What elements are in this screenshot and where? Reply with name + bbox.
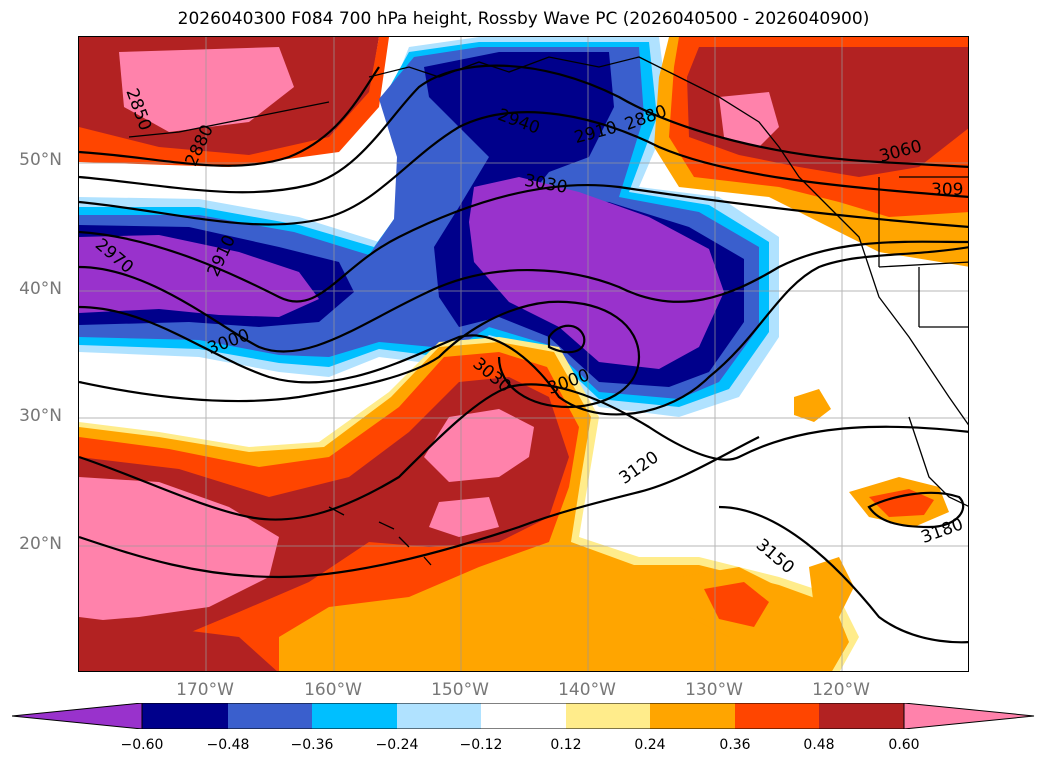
lon-label-150w: 150°W <box>431 680 489 700</box>
height-contours <box>79 64 968 644</box>
lon-label-160w: 160°W <box>304 680 362 700</box>
colorbar-bin <box>228 703 312 729</box>
neg-anom-060-east <box>469 177 724 369</box>
colorbar-bin <box>312 703 397 729</box>
colorbar <box>12 703 1035 729</box>
lon-label-130w: 130°W <box>685 680 743 700</box>
colorbar-tick: 0.48 <box>803 737 835 753</box>
colorbar-bin <box>481 703 566 729</box>
contour-label: 309 <box>931 180 963 200</box>
coastlines <box>128 56 968 566</box>
colorbar-tick: 0.24 <box>634 737 666 753</box>
colorbar-tick: −0.24 <box>375 737 419 753</box>
colorbar-tick: 0.36 <box>719 737 751 753</box>
pos-anom-baja-patch <box>794 389 831 422</box>
colorbar-extend-high <box>903 703 1035 729</box>
colorbar-bin <box>735 703 819 729</box>
neg-anom-060-west <box>79 235 319 317</box>
lat-label-30n: 30°N <box>19 406 62 426</box>
lat-label-50n: 50°N <box>19 150 62 170</box>
colorbar-tick: −0.48 <box>206 737 250 753</box>
pos-anom-sw-strip <box>79 617 277 671</box>
colorbar-tick: 0.60 <box>888 737 920 753</box>
map-title: 2026040300 F084 700 hPa height, Rossby W… <box>177 9 870 29</box>
pos-anom-se-patch-c <box>809 557 854 617</box>
pos-anom-se-patch-a-core <box>869 489 934 517</box>
contour-label: 3120 <box>616 447 663 488</box>
lat-label-20n: 20°N <box>19 534 62 554</box>
graticule <box>79 37 968 671</box>
colorbar-bin <box>397 703 481 729</box>
colorbar-bin <box>566 703 650 729</box>
colorbar-tick: −0.12 <box>459 737 503 753</box>
colorbar-bin <box>650 703 735 729</box>
pos-anom-south-060-c <box>429 497 499 537</box>
colorbar-tick: −0.60 <box>120 737 164 753</box>
map-canvas: 2850 2880 2910 2940 2970 3000 3030 3060 … <box>79 37 968 671</box>
lon-label-120w: 120°W <box>812 680 870 700</box>
colorbar-tick: 0.12 <box>550 737 582 753</box>
lon-label-140w: 140°W <box>558 680 616 700</box>
colorbar-bin <box>142 703 228 729</box>
map-panel: 2850 2880 2910 2940 2970 3000 3030 3060 … <box>78 36 969 672</box>
colorbar-tick: −0.36 <box>290 737 334 753</box>
colorbar-bin <box>819 703 904 729</box>
lat-label-40n: 40°N <box>19 279 62 299</box>
colorbar-extend-low <box>12 703 143 729</box>
lon-label-170w: 170°W <box>176 680 234 700</box>
pos-anom-se-patch-b-core <box>704 582 769 627</box>
contour-label: 3150 <box>752 535 798 578</box>
